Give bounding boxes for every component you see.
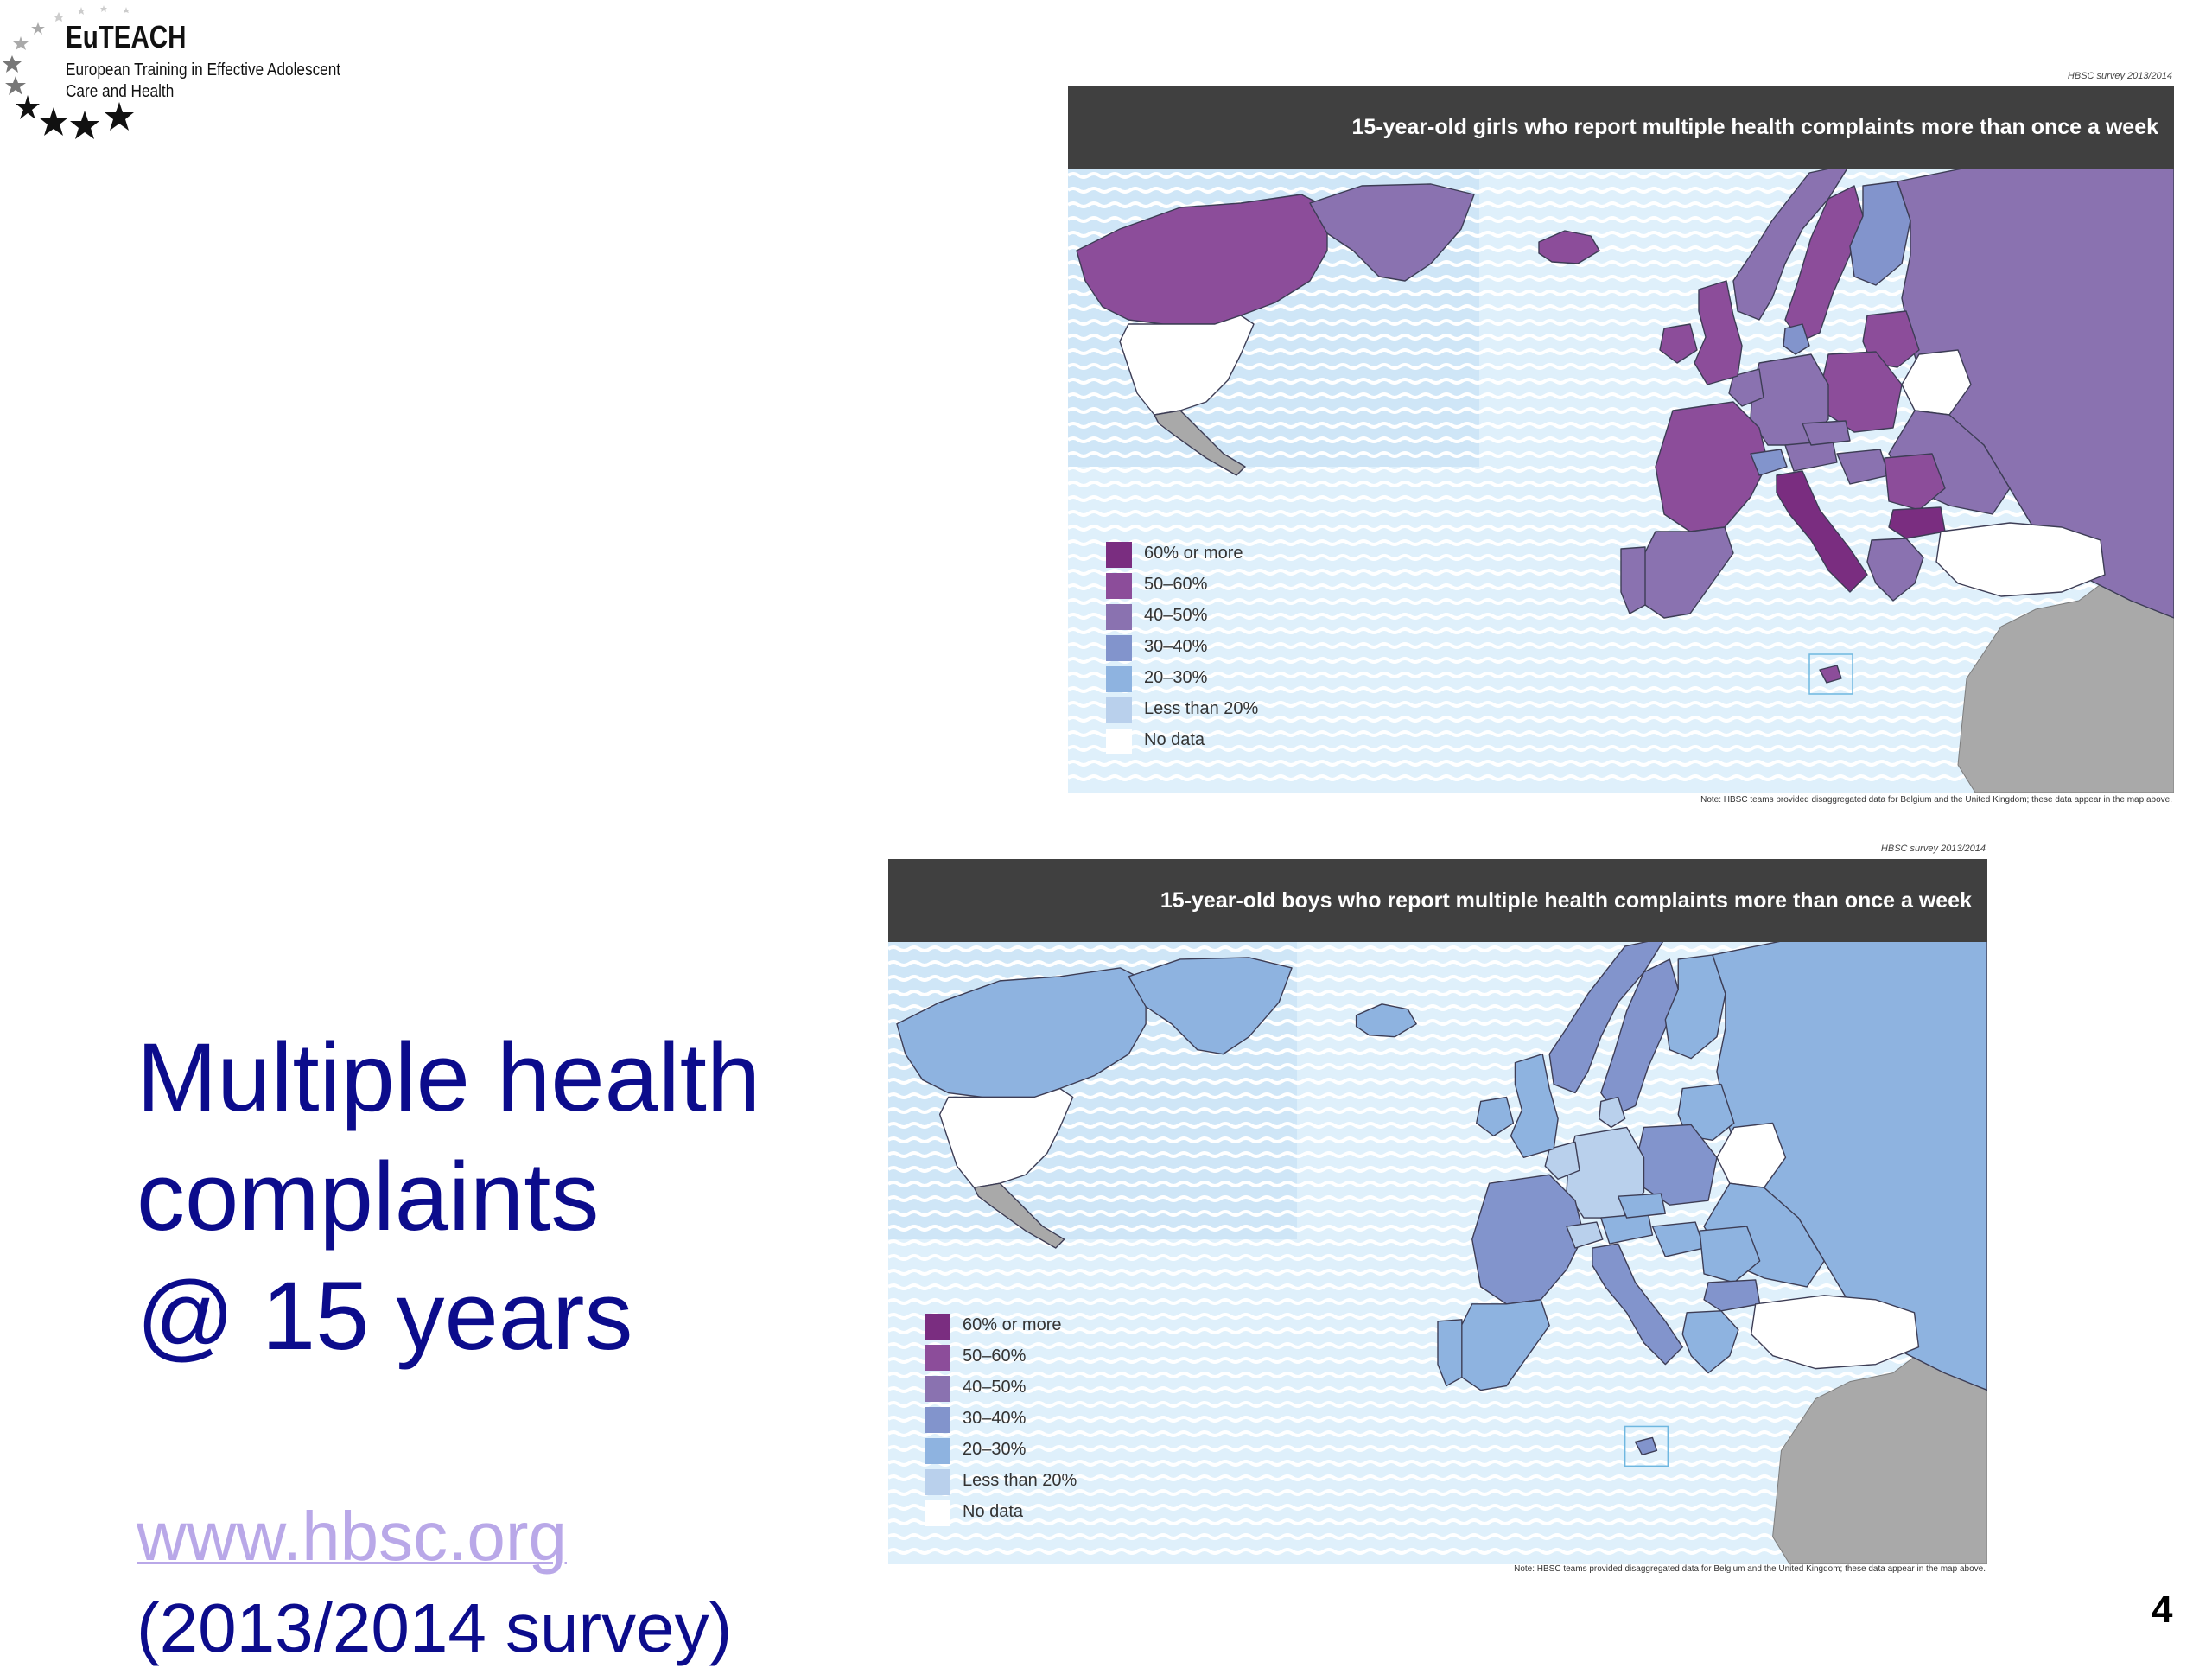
legend-label: 60% or more	[1144, 544, 1243, 563]
legend-swatch	[925, 1438, 950, 1464]
country-malta	[1634, 1436, 1658, 1456]
country-denmark	[1783, 323, 1810, 355]
country-united-kingdom	[1510, 1053, 1559, 1159]
country-malta	[1819, 665, 1842, 684]
country-canada	[896, 967, 1147, 1098]
country-mexico	[1154, 410, 1246, 476]
legend-label: 50–60%	[963, 1346, 1027, 1366]
map-title: 15-year-old boys who report multiple hea…	[888, 859, 1987, 942]
country-france	[1655, 401, 1769, 532]
country-iceland	[1538, 230, 1600, 264]
malta-inset-box	[1624, 1425, 1669, 1467]
country-czech-republic	[1617, 1193, 1667, 1219]
country-united-kingdom	[1694, 280, 1743, 385]
country-italy	[1776, 470, 1868, 593]
legend-swatch	[1106, 604, 1132, 630]
logo-name: EuTEACH	[66, 19, 187, 54]
legend-swatch	[1106, 635, 1132, 661]
country-czech-republic	[1802, 420, 1851, 446]
legend-swatch	[1106, 729, 1132, 754]
country-portugal	[1437, 1319, 1463, 1387]
legend-swatch	[1106, 697, 1132, 723]
country-romania	[1884, 453, 1946, 511]
country-romania	[1699, 1226, 1761, 1283]
country-bulgaria	[1703, 1279, 1761, 1312]
country-ireland	[1659, 323, 1698, 364]
legend-label: 30–40%	[1144, 637, 1208, 656]
country-greenland	[1309, 183, 1475, 282]
country-norway	[1732, 169, 1848, 321]
logo-subtitle-line1: European Training in Effective Adolescen…	[66, 60, 341, 80]
stars-icon	[3, 5, 134, 139]
country-bulgaria	[1888, 506, 1946, 539]
country-netherlands	[1728, 368, 1764, 407]
map-note: Note: HBSC teams provided disaggregated …	[1700, 795, 2172, 805]
country-italy	[1592, 1243, 1683, 1366]
legend-label: 50–60%	[1144, 575, 1208, 594]
legend-swatch	[1106, 542, 1132, 568]
country-netherlands	[1544, 1141, 1580, 1180]
legend-label: 20–30%	[1144, 668, 1208, 687]
legend-swatch	[925, 1314, 950, 1340]
malta-inset-box	[1808, 653, 1853, 695]
legend-swatch	[925, 1407, 950, 1433]
map-title: 15-year-old girls who report multiple he…	[1068, 86, 2174, 169]
legend-label: 40–50%	[963, 1378, 1027, 1397]
page-number: 4	[2152, 1588, 2173, 1631]
country-canada	[1076, 194, 1328, 325]
legend-swatch	[925, 1469, 950, 1495]
title-line: @ 15 years	[137, 1262, 633, 1370]
country-portugal	[1620, 546, 1646, 614]
country-france	[1471, 1174, 1585, 1305]
girls-map-figure: HBSC survey 2013/2014 15-year-old girls …	[1068, 69, 2174, 812]
country-turkey	[1751, 1295, 1920, 1370]
legend-swatch	[925, 1376, 950, 1402]
country-greenland	[1128, 957, 1293, 1055]
survey-note: (2013/2014 survey)	[137, 1589, 733, 1666]
euteach-logo: EuTEACH European Training in Effective A…	[0, 0, 363, 164]
country-mexico	[973, 1182, 1065, 1249]
country-greece	[1866, 538, 1924, 602]
map-body: 60% or more 50–60% 40–50% 30–40% 20–30% Less …	[1068, 169, 2174, 793]
legend-label: No data	[1144, 730, 1205, 749]
slide-title: Multiple health complaints @ 15 years	[137, 1018, 828, 1376]
country-sweden	[1600, 958, 1679, 1116]
country-switzerland	[1566, 1221, 1604, 1249]
country-turkey	[1936, 522, 2106, 597]
legend-label: 20–30%	[963, 1440, 1027, 1459]
legend-label: Less than 20%	[963, 1471, 1077, 1490]
title-line: complaints	[137, 1143, 600, 1251]
country-iceland	[1355, 1003, 1417, 1038]
logo-subtitle-line2: Care and Health	[66, 82, 175, 101]
country-norway	[1548, 942, 1664, 1094]
choropleth-map	[888, 942, 1987, 1564]
title-line: Multiple health	[137, 1023, 761, 1131]
boys-map-figure: HBSC survey 2013/2014 15-year-old boys w…	[888, 842, 1987, 1583]
country-united-states	[938, 1087, 1074, 1188]
country-ireland	[1476, 1096, 1515, 1137]
map-note: Note: HBSC teams provided disaggregated …	[1514, 1564, 1986, 1574]
country-sweden	[1784, 185, 1864, 342]
legend-swatch	[1106, 666, 1132, 692]
legend-label: Less than 20%	[1144, 699, 1259, 718]
legend-swatch	[925, 1345, 950, 1371]
country-switzerland	[1750, 449, 1788, 476]
legend-label: No data	[963, 1502, 1024, 1521]
country-united-states	[1119, 315, 1255, 416]
country-denmark	[1599, 1096, 1626, 1129]
legend-label: 40–50%	[1144, 606, 1208, 625]
choropleth-map	[1068, 169, 2174, 793]
legend-label: 30–40%	[963, 1409, 1027, 1428]
hbsc-link[interactable]: www.hbsc.org	[137, 1498, 567, 1575]
map-source: HBSC survey 2013/2014	[2067, 71, 2172, 81]
country-greece	[1681, 1310, 1739, 1374]
legend-label: 60% or more	[963, 1315, 1062, 1334]
map-body: 60% or more 50–60% 40–50% 30–40% 20–30% Less …	[888, 942, 1987, 1564]
legend-swatch	[925, 1500, 950, 1526]
map-source: HBSC survey 2013/2014	[1880, 844, 1986, 854]
legend-swatch	[1106, 573, 1132, 599]
